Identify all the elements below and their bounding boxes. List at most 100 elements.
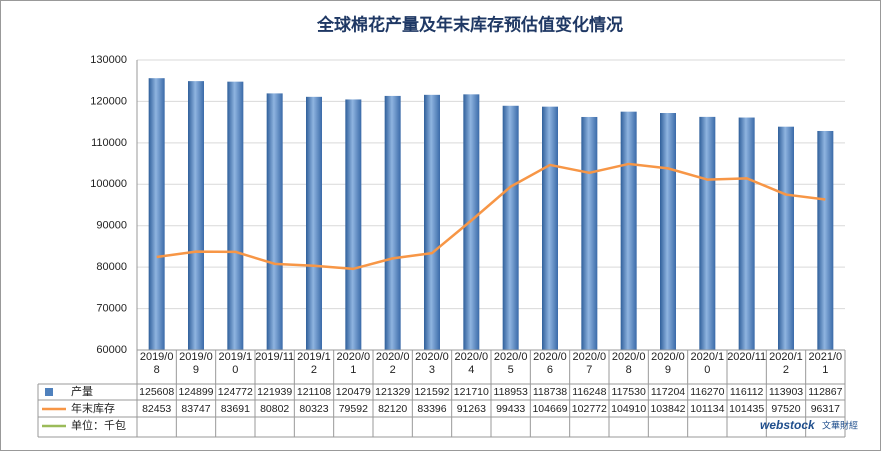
- y-tick-label: 80000: [96, 261, 127, 273]
- x-tick-label-box: 2019/12: [297, 351, 331, 376]
- y-tick-label: 60000: [96, 344, 127, 356]
- x-tick-label: 2020/03: [415, 351, 449, 376]
- x-tick-label: 2021/01: [808, 351, 843, 376]
- bar: [738, 117, 755, 350]
- table-value: 116248: [572, 386, 606, 398]
- x-tick-label: 2020/08: [611, 351, 646, 376]
- x-tick-label-box: 2020/10: [690, 351, 725, 376]
- table-value: 101435: [729, 403, 764, 415]
- bar: [384, 95, 401, 350]
- table-value: 80323: [299, 403, 328, 415]
- bar: [266, 93, 283, 350]
- table-value: 117204: [651, 386, 685, 398]
- x-tick-label: 2019/08: [139, 351, 174, 376]
- table-value: 116112: [730, 386, 764, 398]
- table-value: 96317: [811, 403, 840, 415]
- x-tick-label: 2020/04: [454, 351, 489, 376]
- table-value: 80802: [260, 403, 289, 415]
- x-tick-label: 2020/07: [572, 351, 607, 376]
- y-tick-label: 110000: [91, 137, 127, 149]
- x-tick-label-box: 2020/12: [769, 351, 803, 376]
- bar: [620, 111, 637, 350]
- bar: [581, 116, 598, 351]
- legend-swatch: [45, 388, 53, 396]
- bar: [778, 126, 794, 351]
- table-value: 120479: [336, 386, 371, 398]
- x-tick-label: 2020/11: [727, 351, 767, 363]
- table-value: 83691: [221, 403, 250, 415]
- table-value: 118953: [494, 386, 528, 398]
- table-value: 112867: [808, 386, 842, 398]
- x-tick-label-box: 2020/09: [651, 351, 685, 376]
- table-value: 124899: [178, 386, 213, 398]
- watermark: 文華財經: [822, 419, 858, 430]
- y-tick-label: 70000: [96, 302, 127, 314]
- table-value: 82453: [142, 403, 171, 415]
- table-value: 116270: [690, 386, 724, 398]
- table-value: 104910: [611, 403, 646, 415]
- legend-label: 产量: [71, 384, 93, 398]
- x-tick-label: 2019/11: [255, 351, 295, 363]
- x-tick-label-box: 2020/08: [611, 351, 646, 376]
- bar: [502, 105, 519, 350]
- bar: [306, 96, 322, 350]
- table-value: 121108: [297, 386, 331, 398]
- table-value: 118738: [533, 386, 567, 398]
- x-tick-label: 2020/06: [533, 351, 567, 376]
- y-tick-label: 90000: [96, 220, 127, 232]
- bar: [542, 106, 558, 350]
- bar: [699, 116, 716, 350]
- bar: [463, 94, 480, 350]
- table-value: 82120: [378, 403, 407, 415]
- table-value: 83747: [181, 403, 210, 415]
- table-value: 113903: [769, 386, 803, 398]
- x-tick-label-box: 2019/09: [179, 351, 213, 376]
- bar: [188, 81, 204, 350]
- table-value: 97520: [771, 403, 800, 415]
- x-tick-label-box: 2021/01: [808, 351, 843, 376]
- table-value: 125608: [139, 386, 174, 398]
- bar: [148, 78, 165, 350]
- x-tick-label: 2019/12: [297, 351, 331, 376]
- x-tick-label: 2019/09: [179, 351, 213, 376]
- table-value: 101134: [690, 403, 724, 415]
- y-tick-label: 100000: [90, 178, 127, 190]
- bar: [817, 130, 834, 350]
- table-value: 83396: [417, 403, 446, 415]
- bar: [660, 113, 676, 351]
- x-tick-label-box: 2020/03: [415, 351, 449, 376]
- x-tick-label-box: 2019/08: [139, 351, 174, 376]
- x-tick-label-box: 2020/05: [493, 351, 528, 376]
- table-value: 121939: [257, 386, 292, 398]
- table-value: 121710: [454, 386, 489, 398]
- table-value: 79592: [339, 403, 368, 415]
- table-value: 91263: [457, 403, 486, 415]
- x-tick-label: 2020/12: [769, 351, 803, 376]
- x-tick-label: 2019/10: [218, 351, 253, 376]
- legend-label: 年末库存: [71, 401, 115, 415]
- x-tick-label: 2020/05: [493, 351, 528, 376]
- x-tick-label: 2020/01: [336, 351, 371, 376]
- table-value: 99433: [496, 403, 525, 415]
- x-tick-label-box: 2020/11: [727, 351, 767, 363]
- x-tick-label-box: 2020/01: [336, 351, 371, 376]
- table-value: 124772: [218, 386, 253, 398]
- x-tick-label: 2020/09: [651, 351, 685, 376]
- x-tick-label: 2020/10: [690, 351, 725, 376]
- line: [156, 162, 826, 271]
- table-value: 121329: [375, 386, 410, 398]
- x-tick-label: 2020/02: [375, 351, 410, 376]
- x-tick-label-box: 2019/11: [255, 351, 295, 363]
- chart-title: 全球棉花产量及年末库存预估值变化情况: [316, 14, 623, 34]
- y-tick-label: 130000: [90, 54, 127, 66]
- table-value: 117530: [612, 386, 646, 398]
- x-tick-label-box: 2020/04: [454, 351, 489, 376]
- bar: [345, 99, 362, 350]
- x-tick-label-box: 2020/02: [375, 351, 410, 376]
- bar: [424, 94, 440, 350]
- x-tick-label-box: 2020/06: [533, 351, 567, 376]
- table-value: 102772: [572, 403, 607, 415]
- bar: [227, 81, 244, 350]
- table-value: 121592: [414, 386, 449, 398]
